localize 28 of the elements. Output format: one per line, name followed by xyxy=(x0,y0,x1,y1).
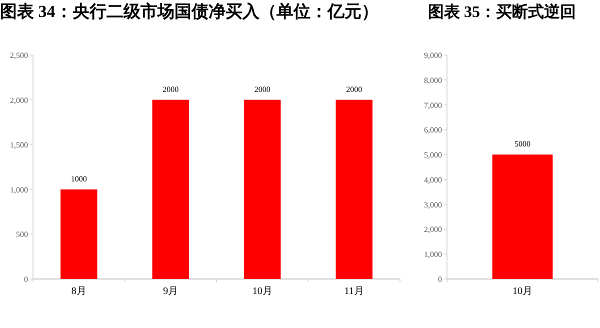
y-tick-label: 1,000 xyxy=(424,250,442,260)
data-label: 5000 xyxy=(514,140,530,149)
y-tick-label: 1,000 xyxy=(10,185,28,194)
data-label: 2000 xyxy=(254,84,270,94)
y-tick-label: 4,000 xyxy=(424,175,442,184)
y-tick-label: 0 xyxy=(438,275,442,284)
y-tick-label: 3,000 xyxy=(424,200,442,210)
y-tick-label: 2,000 xyxy=(424,225,442,234)
chart-title: 图表 34：央行二级市场国债净买入（单位：亿元） xyxy=(0,2,378,21)
y-tick-label: 7,000 xyxy=(424,100,442,110)
y-tick-label: 5,000 xyxy=(424,150,442,160)
x-tick-label: 10月 xyxy=(252,286,272,297)
x-tick-label: 9月 xyxy=(163,286,178,297)
chart-title: 图表 35：买断式逆回 xyxy=(428,3,576,21)
y-tick-label: 2,000 xyxy=(10,96,28,105)
x-tick-label: 8月 xyxy=(71,286,86,297)
x-tick-label: 10月 xyxy=(512,286,532,297)
y-tick-label: 500 xyxy=(16,230,28,240)
data-label: 2000 xyxy=(162,84,179,94)
y-tick-label: 6,000 xyxy=(424,126,442,135)
y-tick-label: 2,500 xyxy=(10,51,28,60)
x-tick-label: 11月 xyxy=(344,286,364,297)
y-tick-label: 8,000 xyxy=(424,76,442,85)
y-tick-label: 9,000 xyxy=(424,51,442,60)
data-label: 1000 xyxy=(70,174,87,184)
y-tick-label: 0 xyxy=(24,275,28,284)
data-label: 2000 xyxy=(346,84,362,94)
y-tick-label: 1,500 xyxy=(10,140,28,150)
